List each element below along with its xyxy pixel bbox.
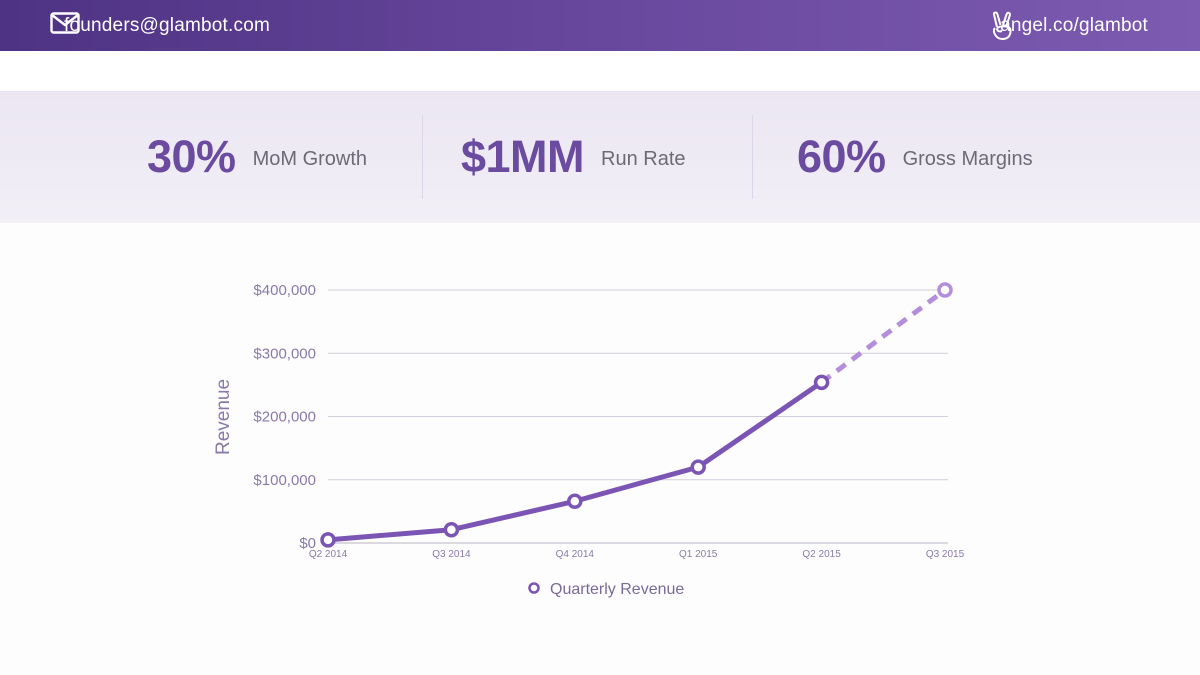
stat-value: $1MM — [461, 131, 585, 182]
x-tick-label: Q4 2014 — [556, 549, 595, 560]
data-point — [443, 521, 460, 538]
data-point — [690, 459, 706, 475]
stat-value: 60% — [797, 131, 886, 182]
chart-gridlines — [328, 289, 948, 544]
y-tick-label: $300,000 — [253, 345, 316, 362]
data-point — [320, 532, 336, 548]
stat-label: Gross Margins — [902, 147, 1033, 170]
series-line-actual — [325, 379, 825, 543]
y-tick-label: $200,000 — [253, 409, 316, 426]
legend-label: Quarterly Revenue — [550, 581, 684, 598]
legend-marker — [528, 582, 540, 594]
y-tick-label: $400,000 — [253, 282, 316, 299]
data-point — [567, 493, 583, 510]
data-point-projected — [937, 282, 953, 298]
x-tick-label: Q3 2014 — [432, 549, 471, 560]
mail-icon — [50, 12, 80, 34]
data-point — [813, 374, 830, 391]
revenue-chart-area: $0 $100,000 $200,000 $300,000 $400,000 Q2 20… — [0, 223, 1200, 675]
x-tick-label: Q3 2015 — [926, 549, 965, 560]
y-tick-label: $0 — [299, 535, 316, 552]
x-tick-label: Q2 2015 — [802, 549, 841, 560]
y-tick-label: $100,000 — [253, 472, 316, 489]
chart-legend[interactable]: Quarterly Revenue — [528, 581, 685, 598]
y-axis-ticks: $0 $100,000 $200,000 $300,000 $400,000 — [253, 282, 316, 552]
x-tick-label: Q2 2014 — [309, 549, 348, 560]
x-tick-label: Q1 2015 — [679, 549, 718, 560]
angellist-url[interactable]: angel.co/glambot — [1000, 15, 1148, 36]
stat-value: 30% — [147, 131, 236, 182]
series-lines — [325, 287, 947, 543]
email-address[interactable]: founders@glambot.com — [64, 15, 270, 36]
angellist-link[interactable]: angel.co/glambot — [990, 11, 1148, 41]
stat-divider — [422, 115, 423, 199]
series-points — [320, 282, 953, 548]
header-bar: founders@glambot.com angel.co/glambot — [0, 0, 1200, 51]
key-metrics-band: 30% MoM Growth $1MM Run Rate 60% Gross M… — [0, 91, 1200, 223]
series-line-projected — [820, 287, 947, 385]
stat-divider — [752, 115, 753, 199]
stat-gross-margins: 60% Gross Margins — [797, 91, 1033, 223]
angellist-peace-icon — [992, 11, 1012, 41]
stat-mom-growth: 30% MoM Growth — [147, 91, 367, 223]
stat-label: Run Rate — [601, 147, 686, 170]
revenue-line-chart: $0 $100,000 $200,000 $300,000 $400,000 Q2 20… — [213, 282, 965, 598]
stat-label: MoM Growth — [252, 147, 368, 170]
y-axis-label: Revenue — [213, 379, 234, 455]
email-contact[interactable]: founders@glambot.com — [50, 12, 270, 40]
stat-run-rate: $1MM Run Rate — [461, 91, 686, 223]
x-axis-ticks: Q2 2014 Q3 2014 Q4 2014 Q1 2015 Q2 2015 Q3 20… — [309, 549, 965, 560]
